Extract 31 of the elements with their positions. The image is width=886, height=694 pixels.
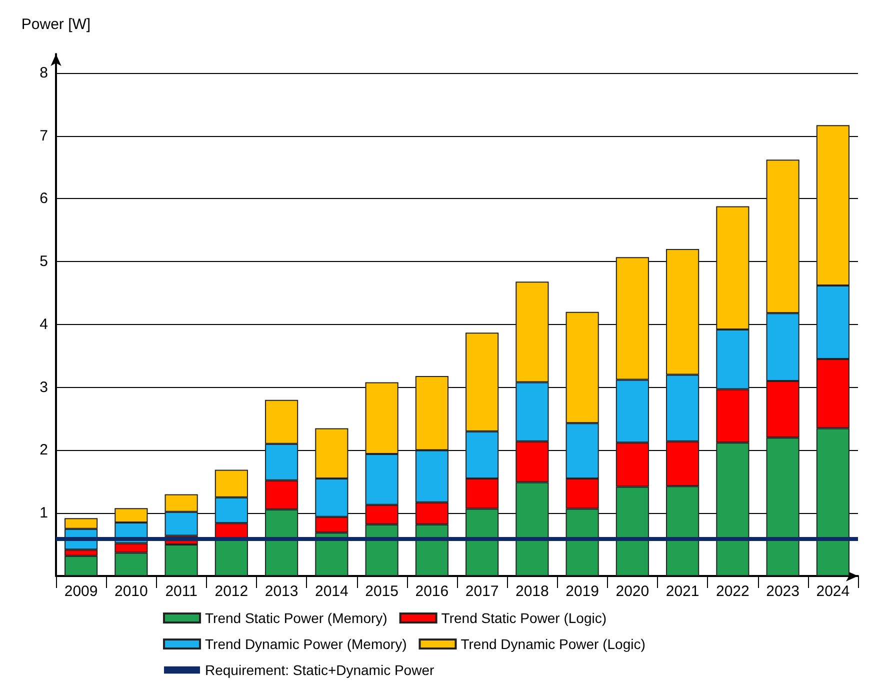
x-tick-label: 2013 bbox=[264, 583, 298, 600]
x-tick-label: 2021 bbox=[666, 583, 700, 600]
y-tick-label: 5 bbox=[40, 253, 48, 270]
legend-label: Trend Static Power (Memory) bbox=[205, 610, 388, 626]
x-tick-label: 2017 bbox=[465, 583, 499, 600]
x-tick-label: 2009 bbox=[64, 583, 98, 600]
x-tick-label: 2010 bbox=[114, 583, 148, 600]
x-tick-label: 2024 bbox=[816, 583, 850, 600]
x-tick-label: 2018 bbox=[516, 583, 549, 600]
y-tick-label: 3 bbox=[40, 378, 48, 396]
x-tick-label: 2016 bbox=[415, 583, 449, 600]
x-tick-label: 2023 bbox=[766, 583, 800, 600]
y-tick-label: 6 bbox=[40, 190, 48, 208]
x-tick-label: 2020 bbox=[616, 583, 650, 600]
legend-label: Requirement: Static+Dynamic Power bbox=[205, 662, 434, 678]
y-tick-label: 1 bbox=[40, 504, 48, 522]
x-tick-label: 2019 bbox=[566, 583, 599, 600]
x-tick-label: 2022 bbox=[716, 583, 750, 600]
x-tick-label: 2015 bbox=[365, 583, 398, 600]
bar bbox=[214, 540, 248, 576]
y-axis-title: Power [W] bbox=[21, 16, 91, 33]
legend-label: Trend Dynamic Power (Memory) bbox=[205, 636, 407, 652]
y-tick-label: 4 bbox=[40, 316, 48, 333]
x-tick-label: 2014 bbox=[315, 583, 348, 600]
x-tick-label: 2012 bbox=[214, 583, 248, 600]
y-tick-label: 2 bbox=[40, 442, 48, 459]
x-tick-label: 2011 bbox=[165, 583, 198, 600]
legend-label: Trend Dynamic Power (Logic) bbox=[460, 636, 646, 652]
y-tick-label: 8 bbox=[40, 64, 48, 82]
y-tick-label: 7 bbox=[40, 127, 48, 144]
legend-label: Trend Static Power (Logic) bbox=[441, 610, 607, 626]
